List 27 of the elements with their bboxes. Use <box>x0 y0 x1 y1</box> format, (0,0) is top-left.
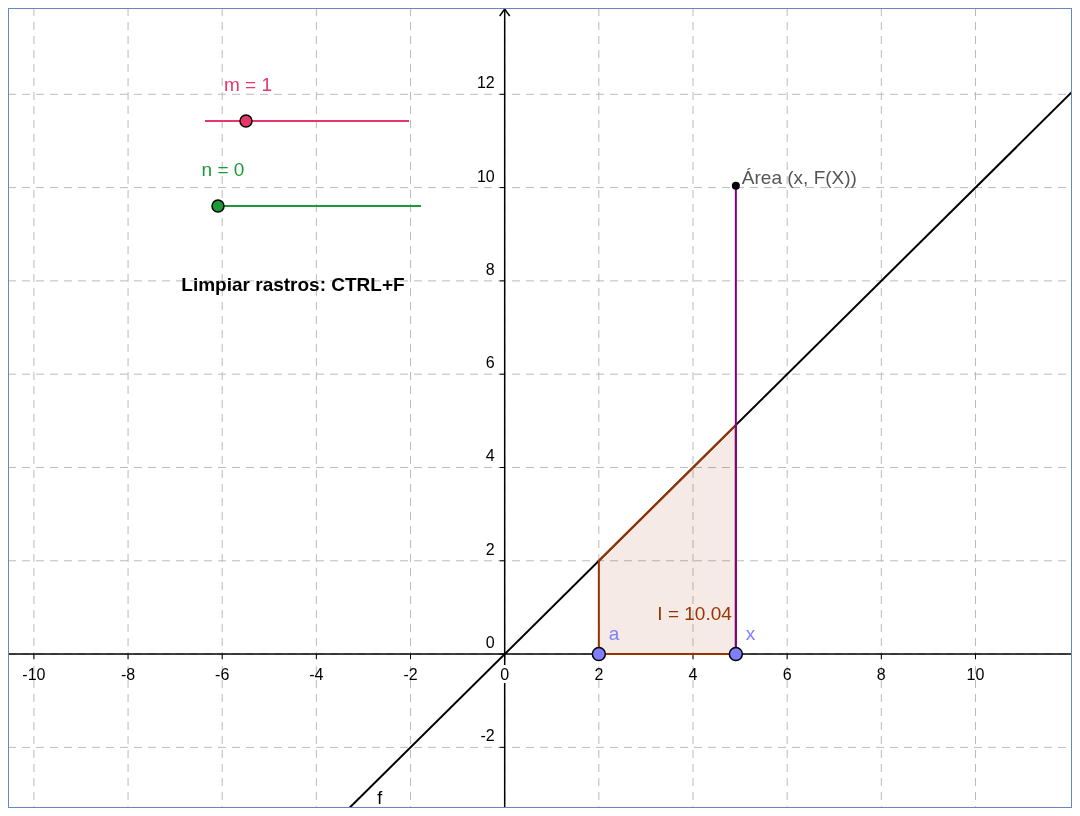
x-tick-label: 0 <box>500 666 510 684</box>
y-tick-label: 2 <box>485 540 495 558</box>
annotation: a <box>608 623 620 645</box>
y-tick-label: -2 <box>480 727 495 745</box>
x-tick-label: 10 <box>966 666 985 684</box>
x-tick-label: -8 <box>120 666 136 684</box>
x-tick-label: 4 <box>688 666 698 684</box>
y-tick-label: 0 <box>485 634 495 652</box>
y-tick-label: 12 <box>476 74 495 92</box>
annotation: Limpiar rastros: CTRL+F <box>181 274 405 295</box>
y-tick-label: 10 <box>476 167 495 185</box>
x-tick-label: 6 <box>782 666 792 684</box>
y-tick-label: 4 <box>485 447 495 465</box>
x-tick-label: 2 <box>594 666 604 684</box>
annotation: n = 0 <box>201 159 245 180</box>
x-tick-label: -2 <box>403 666 418 684</box>
series-label: f <box>377 788 384 808</box>
x-tick-label: -4 <box>309 666 324 684</box>
x-tick-label: -6 <box>215 666 230 684</box>
annotation: m = 1 <box>223 74 273 95</box>
annotation: Área (x, F(X)) <box>741 166 857 188</box>
x-tick-label: -10 <box>22 666 46 684</box>
x-tick-label: 8 <box>876 666 886 684</box>
annotation: x <box>745 623 756 645</box>
y-tick-label: 6 <box>485 354 495 372</box>
annotation: I = 10.04 <box>657 603 733 625</box>
y-tick-label: 8 <box>485 260 495 278</box>
